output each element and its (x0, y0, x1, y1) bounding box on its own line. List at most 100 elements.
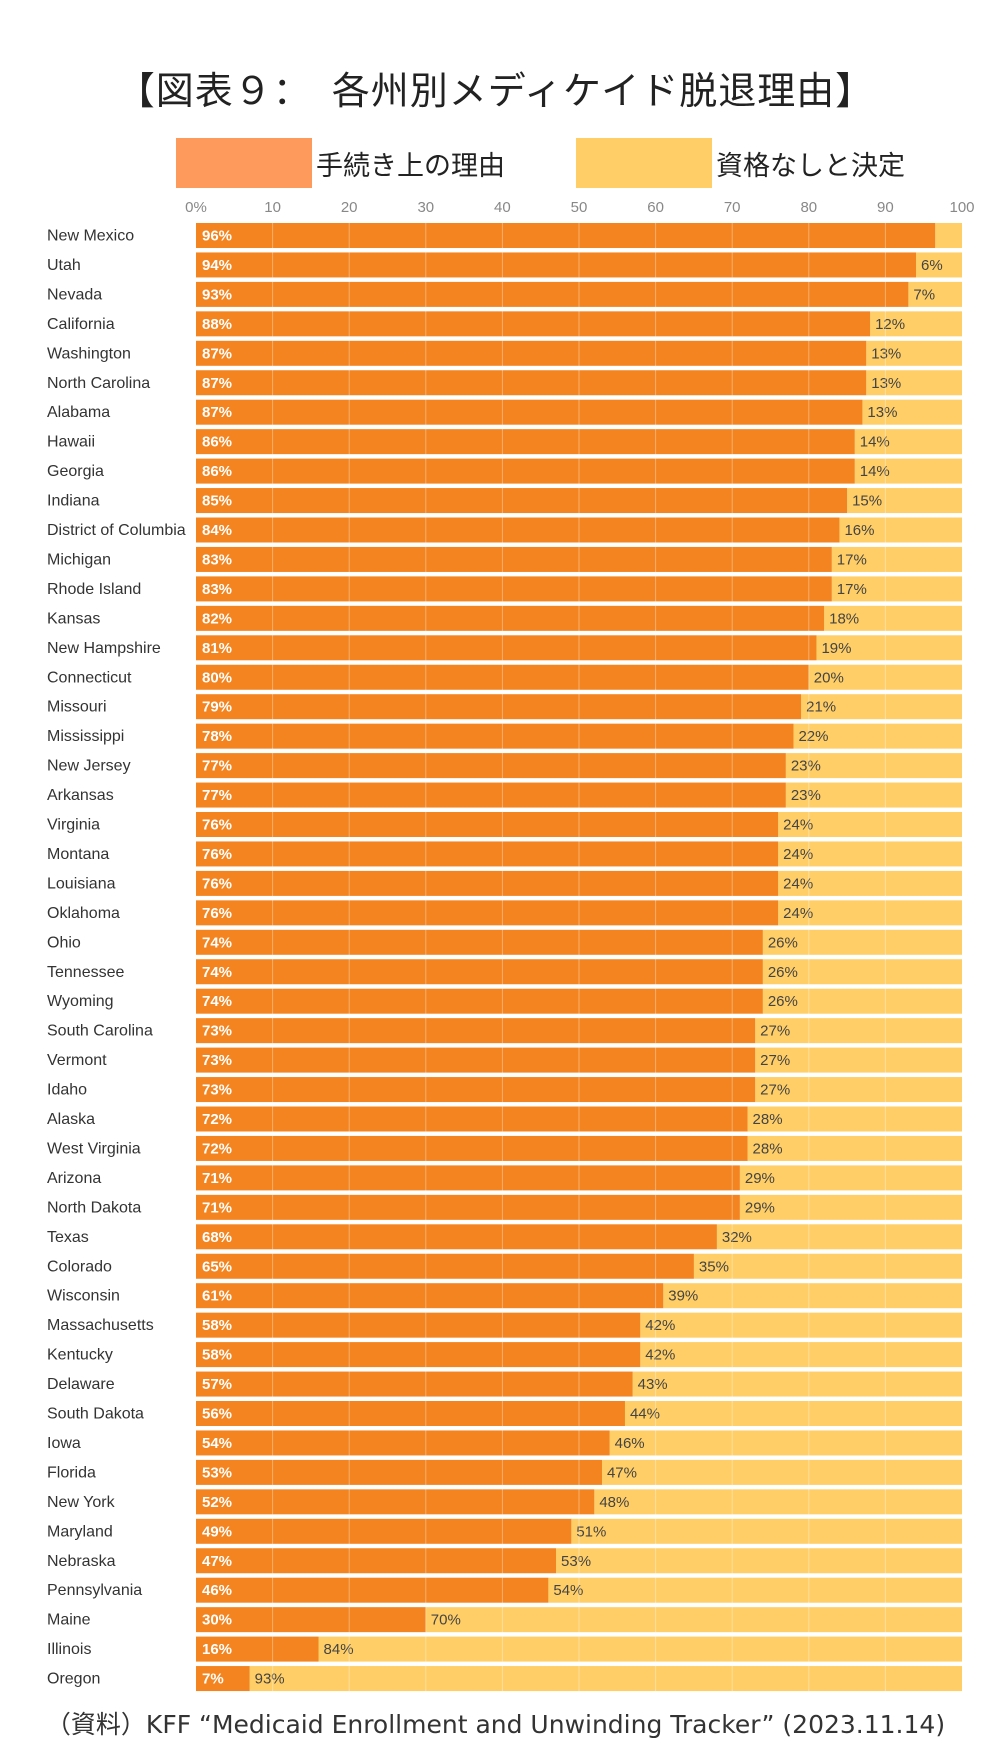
ineligible-value-label: 43% (638, 1376, 668, 1393)
bar-ineligible (854, 458, 962, 484)
x-tick-label: 80 (800, 199, 817, 216)
ineligible-value-label: 28% (753, 1140, 783, 1157)
category-label: Utah (47, 257, 81, 274)
bar-procedural (196, 517, 840, 543)
bar-ineligible (831, 546, 962, 572)
ineligible-value-label: 29% (745, 1170, 775, 1187)
category-label: California (47, 316, 115, 333)
category-label: Nebraska (47, 1553, 116, 1570)
procedural-value-label: 49% (202, 1523, 232, 1540)
bar-ineligible (609, 1430, 962, 1456)
procedural-value-label: 78% (202, 728, 232, 745)
category-label: Alaska (47, 1111, 95, 1128)
category-label: Michigan (47, 551, 111, 568)
x-tick-label: 70 (724, 199, 741, 216)
bar-procedural (196, 1077, 756, 1103)
bar-procedural (196, 812, 779, 837)
bar-ineligible (548, 1577, 962, 1603)
ineligible-value-label: 24% (783, 817, 813, 834)
bar-ineligible (785, 753, 962, 779)
bar-ineligible (425, 1607, 962, 1633)
x-tick-label: 50 (571, 199, 588, 216)
legend-label-ineligible: 資格なしと決定 (716, 151, 905, 182)
bar-procedural (196, 1636, 319, 1662)
category-label: Iowa (47, 1435, 81, 1452)
bar-ineligible (866, 340, 962, 366)
bar-procedural (196, 1371, 633, 1397)
category-label: Washington (47, 345, 131, 362)
ineligible-value-label: 26% (768, 934, 798, 951)
bar-procedural (196, 723, 794, 749)
x-tick-label: 0% (185, 199, 207, 216)
bar-procedural (196, 782, 786, 808)
bar-procedural (196, 1283, 664, 1309)
procedural-value-label: 80% (202, 669, 232, 686)
category-label: Idaho (47, 1082, 87, 1099)
ineligible-value-label: 46% (615, 1435, 645, 1452)
bar-procedural (196, 1165, 740, 1191)
bar-procedural (196, 1548, 557, 1574)
procedural-value-label: 30% (202, 1612, 232, 1629)
procedural-value-label: 73% (202, 1052, 232, 1069)
ineligible-value-label: 35% (699, 1258, 729, 1275)
procedural-value-label: 73% (202, 1023, 232, 1040)
legend-swatch-procedural (176, 138, 312, 188)
bar-ineligible (916, 252, 962, 278)
bar-procedural (196, 1401, 625, 1426)
ineligible-value-label: 6% (921, 257, 943, 274)
ineligible-value-label: 18% (829, 610, 859, 627)
bar-ineligible (824, 605, 962, 631)
category-label: South Carolina (47, 1023, 153, 1040)
bar-ineligible (640, 1342, 962, 1368)
category-label: Tennessee (47, 964, 124, 981)
procedural-value-label: 81% (202, 640, 232, 657)
category-label: Rhode Island (47, 581, 141, 598)
category-label: Virginia (47, 817, 100, 834)
ineligible-value-label: 13% (867, 404, 897, 421)
procedural-value-label: 74% (202, 964, 232, 981)
bar-ineligible (854, 429, 962, 455)
ineligible-value-label: 20% (814, 669, 844, 686)
ineligible-value-label: 26% (768, 964, 798, 981)
bar-procedural (196, 959, 763, 985)
category-label: Hawaii (47, 434, 95, 451)
bar-ineligible (816, 635, 962, 661)
bar-procedural (196, 1607, 426, 1633)
bar-ineligible (601, 1459, 962, 1485)
bar-ineligible (739, 1165, 962, 1191)
category-label: Oregon (47, 1671, 100, 1688)
procedural-value-label: 16% (202, 1641, 232, 1658)
bar-procedural (196, 988, 763, 1014)
procedural-value-label: 87% (202, 345, 232, 362)
procedural-value-label: 87% (202, 404, 232, 421)
ineligible-value-label: 54% (553, 1582, 583, 1599)
bar-procedural (196, 1430, 610, 1456)
bar-procedural (196, 223, 936, 248)
ineligible-value-label: 42% (645, 1317, 675, 1334)
ineligible-value-label: 14% (860, 463, 890, 480)
bar-ineligible (785, 782, 962, 808)
bar-ineligible (594, 1489, 962, 1515)
x-tick-label: 20 (341, 199, 358, 216)
category-label: Florida (47, 1464, 96, 1481)
procedural-value-label: 84% (202, 522, 232, 539)
category-label: North Dakota (47, 1199, 141, 1216)
bar-ineligible (755, 1018, 962, 1044)
procedural-value-label: 58% (202, 1317, 232, 1334)
bar-ineligible (556, 1548, 962, 1574)
procedural-value-label: 74% (202, 934, 232, 951)
bar-ineligible (870, 311, 962, 337)
bar-ineligible (847, 488, 962, 514)
procedural-value-label: 52% (202, 1494, 232, 1511)
procedural-value-label: 77% (202, 787, 232, 804)
bar-ineligible (755, 1047, 962, 1073)
stacked-bar-chart: 0% 10 20 30 40 50 60 70 80 90 100 New Mexico 96% Utah… (47, 199, 975, 1692)
chart-title: 【図表９： 各州別メディケイド脱退理由】 (116, 69, 875, 113)
ineligible-value-label: 51% (576, 1523, 606, 1540)
ineligible-value-label: 26% (768, 993, 798, 1010)
category-label: Alabama (47, 404, 110, 421)
bar-ineligible (778, 841, 962, 867)
bar-procedural (196, 929, 763, 955)
ineligible-value-label: 23% (791, 787, 821, 804)
x-tick-label: 60 (647, 199, 664, 216)
